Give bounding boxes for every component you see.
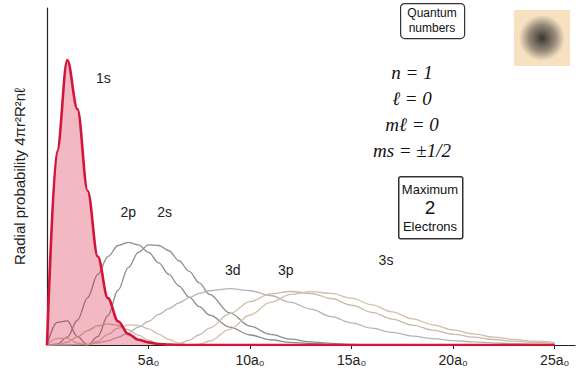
- svg-text:2: 2: [425, 197, 436, 218]
- svg-text:ℓ = 0: ℓ = 0: [392, 88, 432, 109]
- svg-text:15a₀: 15a₀: [337, 352, 366, 368]
- svg-text:mℓ = 0: mℓ = 0: [385, 114, 439, 135]
- svg-text:5a₀: 5a₀: [138, 352, 160, 368]
- svg-text:2p: 2p: [120, 204, 136, 220]
- svg-text:Electrons: Electrons: [403, 219, 458, 234]
- svg-text:3s: 3s: [379, 252, 394, 268]
- svg-text:3p: 3p: [278, 262, 294, 278]
- svg-text:3d: 3d: [225, 262, 241, 278]
- svg-text:Quantum: Quantum: [407, 6, 456, 20]
- svg-text:20a₀: 20a₀: [439, 352, 468, 368]
- svg-text:25a₀: 25a₀: [540, 352, 569, 368]
- svg-text:10a₀: 10a₀: [235, 352, 264, 368]
- svg-text:numbers: numbers: [409, 21, 456, 35]
- svg-text:2s: 2s: [157, 204, 172, 220]
- svg-text:Radial probability 4πr²R²nℓ: Radial probability 4πr²R²nℓ: [11, 88, 28, 265]
- svg-text:Maximum: Maximum: [402, 182, 458, 197]
- svg-text:n = 1: n = 1: [391, 62, 432, 83]
- svg-text:ms = ±1/2: ms = ±1/2: [373, 140, 452, 161]
- svg-text:1s: 1s: [96, 70, 111, 86]
